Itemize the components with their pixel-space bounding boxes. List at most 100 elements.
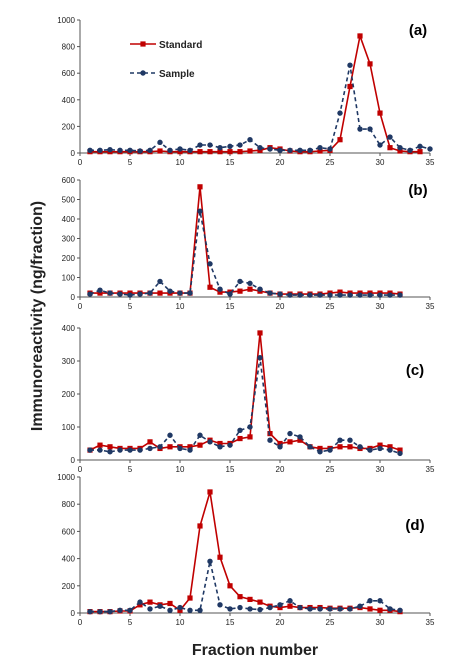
data-point-sample [297, 292, 303, 298]
x-tick-label: 35 [426, 618, 435, 627]
series-line-standard [90, 33, 420, 153]
data-point-standard [277, 440, 283, 447]
data-point-standard [417, 149, 423, 155]
data-point-sample [337, 110, 343, 116]
data-point-sample [87, 447, 93, 453]
data-point-standard [147, 439, 153, 445]
data-point-standard [167, 444, 173, 450]
data-point-standard [217, 289, 223, 295]
data-point-sample [137, 148, 143, 154]
y-tick-label: 0 [71, 456, 76, 465]
data-point-sample [397, 292, 403, 298]
y-axis-title: Immunoreactivity (ng/fraction) [29, 201, 46, 431]
data-point-sample [277, 291, 283, 297]
data-point-sample [117, 291, 123, 297]
data-point-standard [377, 442, 383, 448]
data-point-standard [257, 330, 263, 336]
data-point-sample [387, 134, 393, 140]
x-tick-label: 30 [376, 465, 385, 474]
data-point-sample [197, 208, 203, 214]
y-tick-label: 300 [62, 235, 76, 244]
data-point-standard [247, 596, 253, 602]
data-point-sample [87, 147, 93, 154]
panel-d: 0 200 400 600 800 1000 0 5 10 15 20 25 30 35 (d) [57, 473, 435, 627]
data-point-sample [197, 142, 203, 148]
y-tick-label: 400 [62, 96, 76, 105]
legend-label-standard: Standard [159, 40, 202, 51]
data-point-standard [107, 444, 113, 450]
data-point-sample [97, 287, 103, 293]
x-tick-label: 35 [426, 302, 435, 311]
data-point-standard [277, 604, 283, 611]
data-point-sample [287, 430, 293, 437]
data-point-standard [287, 439, 293, 445]
data-point-standard [207, 284, 213, 290]
data-point-standard [287, 603, 293, 609]
data-point-standard [387, 145, 393, 151]
data-point-sample [287, 292, 293, 298]
data-point-standard [147, 599, 153, 605]
y-tick-label: 0 [71, 293, 76, 302]
y-tick-label: 500 [62, 196, 76, 205]
data-point-standard [317, 445, 323, 452]
data-point-sample [177, 290, 183, 296]
data-point-sample [367, 126, 373, 132]
data-point-standard [357, 33, 363, 39]
data-point-standard [97, 442, 103, 448]
data-point-sample [357, 603, 363, 609]
y-tick-label: 600 [62, 527, 76, 536]
y-tick-label: 400 [62, 555, 76, 564]
data-point-sample [417, 143, 423, 150]
data-point-standard [187, 595, 193, 601]
data-point-sample [207, 261, 213, 267]
x-tick-label: 20 [276, 618, 285, 627]
x-tick-label: 15 [226, 302, 235, 311]
data-point-sample [227, 143, 233, 150]
data-point-sample [167, 607, 173, 613]
data-point-sample [127, 607, 133, 613]
data-point-standard [207, 489, 213, 495]
data-point-sample [337, 606, 343, 612]
data-point-sample [327, 146, 333, 152]
data-point-standard [197, 442, 203, 448]
data-point-sample [367, 447, 373, 453]
data-point-sample [127, 292, 133, 298]
x-tick-label: 15 [226, 465, 235, 474]
y-tick-label: 400 [62, 215, 76, 224]
data-point-sample [117, 147, 123, 154]
x-tick-label: 10 [176, 465, 185, 474]
data-point-sample [217, 444, 223, 450]
y-tick-label: 200 [62, 390, 76, 399]
data-point-sample [287, 147, 293, 154]
y-tick-label: 200 [62, 254, 76, 263]
y-tick-label: 200 [62, 582, 76, 591]
x-tick-label: 20 [276, 465, 285, 474]
data-point-sample [237, 427, 243, 433]
data-point-sample [87, 291, 93, 297]
y-tick-label: 100 [62, 423, 76, 432]
data-point-sample [357, 126, 363, 132]
data-point-sample [317, 449, 323, 455]
data-point-sample [297, 147, 303, 154]
data-point-standard [237, 149, 243, 155]
data-point-standard [347, 444, 353, 450]
data-point-sample [227, 606, 233, 612]
data-point-sample [367, 292, 373, 298]
data-point-sample [167, 432, 173, 438]
y-tick-label: 600 [62, 176, 76, 185]
data-point-sample [177, 146, 183, 152]
data-point-sample [347, 292, 353, 298]
x-tick-label: 0 [78, 618, 83, 627]
data-point-standard [257, 599, 263, 605]
data-point-sample [397, 450, 403, 457]
data-point-sample [177, 604, 183, 611]
data-point-standard [337, 444, 343, 450]
x-tick-label: 15 [226, 158, 235, 167]
x-tick-label: 30 [376, 158, 385, 167]
data-point-standard [167, 600, 173, 607]
x-tick-label: 10 [176, 158, 185, 167]
data-point-sample [257, 606, 263, 613]
data-point-sample [247, 137, 253, 143]
